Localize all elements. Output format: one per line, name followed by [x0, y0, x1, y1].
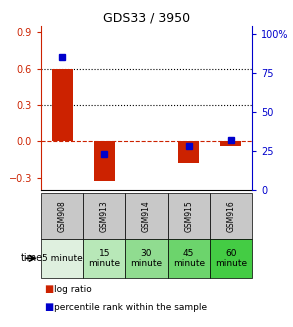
- Text: GSM916: GSM916: [226, 200, 235, 232]
- Text: GSM908: GSM908: [58, 200, 67, 232]
- Text: ■: ■: [44, 302, 53, 312]
- Text: 60
minute: 60 minute: [215, 249, 247, 268]
- Bar: [94, 141, 115, 181]
- Bar: [178, 141, 199, 163]
- Text: 45
minute: 45 minute: [173, 249, 205, 268]
- Text: 5 minute: 5 minute: [42, 254, 83, 263]
- Text: ■: ■: [44, 284, 53, 294]
- Text: GSM914: GSM914: [142, 200, 151, 232]
- Text: log ratio: log ratio: [54, 285, 92, 294]
- Text: 15
minute: 15 minute: [88, 249, 120, 268]
- Text: 30
minute: 30 minute: [130, 249, 163, 268]
- Text: percentile rank within the sample: percentile rank within the sample: [54, 303, 207, 312]
- Title: GDS33 / 3950: GDS33 / 3950: [103, 12, 190, 25]
- Text: GSM913: GSM913: [100, 200, 109, 232]
- Bar: [220, 141, 241, 146]
- Text: time: time: [21, 253, 43, 263]
- Text: GSM915: GSM915: [184, 200, 193, 232]
- Bar: [52, 69, 73, 141]
